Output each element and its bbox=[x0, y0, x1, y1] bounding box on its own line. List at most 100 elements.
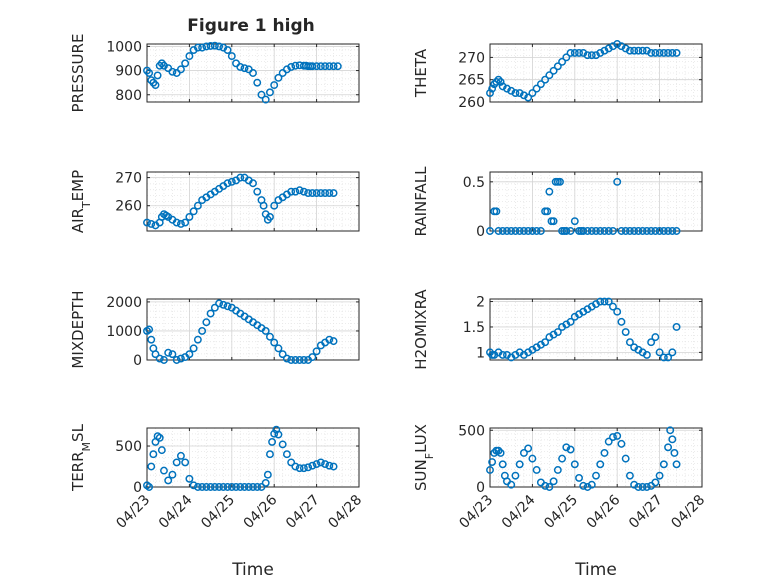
data-point bbox=[592, 51, 600, 60]
x-tick-label: 04/24 bbox=[156, 492, 196, 532]
axes-box bbox=[146, 298, 360, 361]
data-point bbox=[587, 480, 596, 489]
data-point bbox=[492, 207, 501, 216]
axes-box bbox=[489, 43, 703, 103]
data-point bbox=[312, 460, 321, 469]
data-point bbox=[613, 431, 622, 440]
data-point bbox=[312, 189, 321, 198]
data-point bbox=[609, 433, 617, 442]
data-point bbox=[249, 483, 257, 491]
data-point bbox=[587, 51, 596, 60]
data-point bbox=[625, 471, 634, 480]
data-point bbox=[304, 189, 313, 198]
data-point bbox=[536, 227, 545, 235]
data-point bbox=[651, 48, 660, 57]
data-point bbox=[151, 350, 160, 359]
data-point bbox=[596, 460, 605, 469]
y-tick-label: 500 bbox=[115, 439, 142, 455]
y-axis-label: RAINFALL bbox=[412, 166, 430, 237]
data-point bbox=[488, 458, 497, 466]
data-point bbox=[325, 335, 334, 344]
data-point bbox=[181, 59, 190, 68]
data-point bbox=[215, 483, 224, 491]
data-point bbox=[206, 309, 215, 318]
data-point bbox=[651, 478, 660, 487]
data-point bbox=[596, 297, 605, 306]
data-point bbox=[149, 450, 158, 459]
y-tick-label: 2 bbox=[476, 295, 485, 311]
data-point bbox=[570, 48, 579, 57]
data-point bbox=[604, 297, 613, 306]
data-point bbox=[257, 483, 266, 491]
data-point bbox=[244, 483, 253, 491]
data-point bbox=[492, 77, 501, 86]
data-point bbox=[621, 328, 630, 336]
data-point bbox=[325, 189, 334, 198]
data-point bbox=[147, 335, 156, 344]
data-point bbox=[287, 187, 296, 196]
series-markers bbox=[486, 40, 681, 102]
data-point bbox=[176, 354, 185, 363]
data-point bbox=[329, 189, 338, 198]
data-point bbox=[287, 63, 296, 71]
data-point bbox=[321, 460, 330, 469]
data-point bbox=[223, 179, 232, 188]
data-point bbox=[609, 302, 617, 311]
data-point bbox=[198, 483, 207, 491]
data-point bbox=[528, 227, 537, 235]
data-point bbox=[562, 443, 571, 452]
data-point bbox=[198, 43, 207, 52]
data-point bbox=[253, 78, 262, 87]
data-point bbox=[494, 446, 503, 455]
data-point bbox=[321, 62, 330, 71]
data-point bbox=[507, 480, 516, 489]
data-point bbox=[329, 62, 338, 71]
data-point bbox=[164, 476, 173, 485]
axes-box bbox=[146, 43, 360, 103]
series-markers bbox=[486, 297, 681, 362]
y-axis-label: MIXDEPTH bbox=[69, 290, 87, 368]
data-point bbox=[160, 356, 168, 364]
data-point bbox=[172, 458, 181, 467]
data-point bbox=[625, 46, 634, 55]
data-point bbox=[172, 356, 181, 364]
data-point bbox=[219, 300, 228, 309]
data-point bbox=[215, 299, 224, 308]
data-point bbox=[634, 483, 643, 491]
data-point bbox=[329, 462, 338, 471]
data-point bbox=[600, 449, 609, 457]
data-point bbox=[176, 220, 185, 228]
data-point bbox=[308, 353, 317, 362]
y-tick-label: 260 bbox=[115, 199, 142, 215]
data-point bbox=[664, 48, 673, 57]
data-point bbox=[498, 350, 507, 359]
data-point bbox=[185, 350, 194, 359]
y-tick-label: 0.5 bbox=[463, 175, 485, 191]
data-point bbox=[579, 481, 588, 490]
data-point bbox=[274, 344, 283, 353]
data-point bbox=[609, 227, 617, 235]
data-point bbox=[168, 350, 177, 359]
data-point bbox=[659, 460, 668, 469]
data-point bbox=[562, 53, 571, 62]
x-tick-label: 04/28 bbox=[668, 492, 708, 532]
data-point bbox=[583, 483, 592, 491]
x-tick-label: 04/26 bbox=[584, 492, 624, 532]
data-point bbox=[668, 348, 677, 357]
data-point bbox=[325, 62, 334, 71]
data-point bbox=[202, 483, 211, 491]
y-tick-label: 270 bbox=[115, 171, 142, 187]
y-axis-label: H2OMIXRA bbox=[412, 289, 430, 370]
data-point bbox=[659, 227, 668, 235]
data-point bbox=[664, 353, 673, 362]
data-point bbox=[668, 227, 677, 235]
axes-box bbox=[489, 171, 703, 232]
data-point bbox=[647, 48, 656, 57]
data-point bbox=[570, 217, 579, 226]
data-point bbox=[672, 460, 681, 469]
data-point bbox=[236, 173, 245, 182]
data-point bbox=[202, 318, 211, 327]
data-point bbox=[625, 338, 634, 347]
data-point bbox=[587, 227, 596, 235]
data-point bbox=[227, 483, 236, 491]
